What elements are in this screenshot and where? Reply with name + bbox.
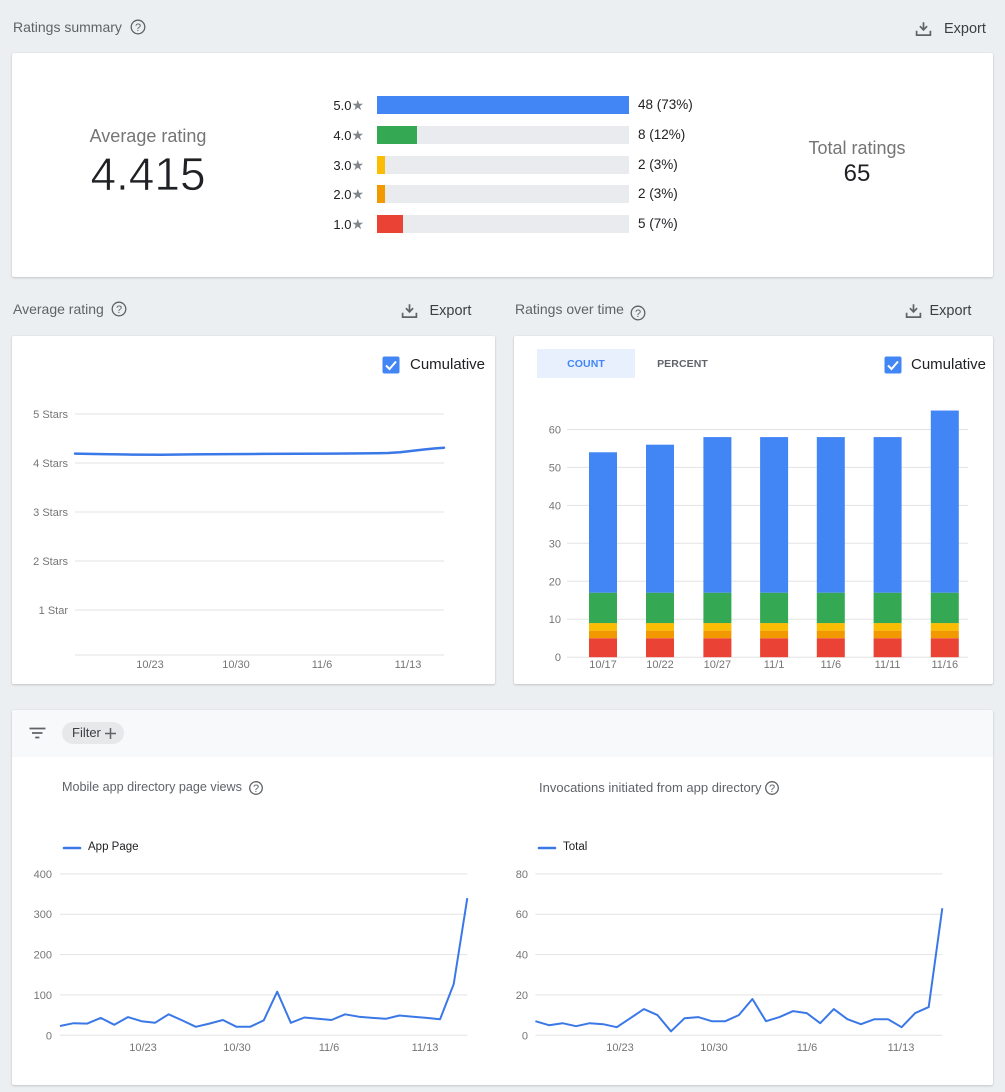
- svg-text:60: 60: [549, 425, 561, 437]
- svg-text:11/1: 11/1: [764, 659, 785, 671]
- svg-text:0: 0: [46, 1030, 52, 1042]
- svg-text:10/27: 10/27: [704, 659, 732, 671]
- svg-text:11/6: 11/6: [319, 1042, 340, 1054]
- svg-text:11/6: 11/6: [821, 659, 842, 671]
- svg-text:80: 80: [516, 869, 528, 881]
- svg-text:?: ?: [115, 304, 121, 316]
- svg-text:100: 100: [34, 990, 52, 1002]
- svg-text:10/17: 10/17: [589, 659, 617, 671]
- svg-text:10/23: 10/23: [606, 1042, 634, 1054]
- svg-text:11/13: 11/13: [395, 659, 422, 671]
- svg-text:11/13: 11/13: [888, 1042, 915, 1054]
- svg-text:0: 0: [555, 652, 561, 664]
- svg-text:30: 30: [549, 538, 561, 550]
- svg-text:10/23: 10/23: [136, 659, 164, 671]
- svg-text:2 Stars: 2 Stars: [33, 556, 68, 568]
- svg-text:11/6: 11/6: [312, 659, 333, 671]
- svg-text:5 Stars: 5 Stars: [33, 409, 68, 421]
- svg-text:0: 0: [522, 1030, 528, 1042]
- svg-text:10/30: 10/30: [223, 1042, 251, 1054]
- svg-text:60: 60: [516, 909, 528, 921]
- svg-text:20: 20: [549, 576, 561, 588]
- svg-text:200: 200: [34, 950, 52, 962]
- svg-text:1 Star: 1 Star: [39, 605, 69, 617]
- svg-text:10/22: 10/22: [646, 659, 674, 671]
- svg-text:11/16: 11/16: [931, 659, 958, 671]
- svg-text:10/30: 10/30: [222, 659, 250, 671]
- svg-text:?: ?: [252, 783, 258, 795]
- svg-text:40: 40: [516, 950, 528, 962]
- svg-text:40: 40: [549, 500, 561, 512]
- svg-text:3 Stars: 3 Stars: [33, 507, 68, 519]
- svg-text:10/23: 10/23: [129, 1042, 157, 1054]
- svg-text:?: ?: [635, 308, 641, 320]
- svg-text:400: 400: [34, 869, 52, 881]
- svg-text:11/6: 11/6: [797, 1042, 818, 1054]
- svg-text:50: 50: [549, 462, 561, 474]
- svg-text:?: ?: [134, 22, 140, 34]
- svg-text:10: 10: [549, 614, 561, 626]
- svg-text:4 Stars: 4 Stars: [33, 458, 68, 470]
- svg-text:11/13: 11/13: [412, 1042, 439, 1054]
- svg-text:?: ?: [768, 783, 774, 795]
- svg-text:10/30: 10/30: [700, 1042, 728, 1054]
- svg-text:20: 20: [516, 990, 528, 1002]
- svg-text:300: 300: [34, 909, 52, 921]
- svg-text:11/11: 11/11: [875, 659, 901, 671]
